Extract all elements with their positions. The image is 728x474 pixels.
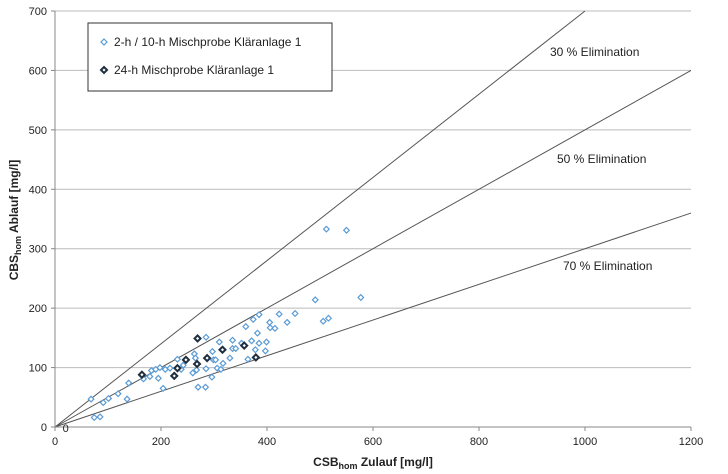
data-point (173, 363, 182, 373)
y-axis-label: CBShom Ablauf [mg/l] (7, 160, 23, 281)
data-point (146, 372, 154, 381)
x-tick-label: 600 (364, 436, 382, 448)
data-point (159, 384, 167, 393)
data-point (266, 324, 274, 332)
data-point (202, 353, 212, 363)
y-tick-label: 0 (41, 422, 47, 434)
data-point (319, 317, 327, 325)
x-tick-label: 200 (152, 436, 170, 448)
data-point (311, 296, 319, 304)
data-point (156, 363, 164, 372)
data-point (104, 394, 113, 403)
legend-label: 2-h / 10-h Mischprobe Kläranlage 1 (114, 35, 302, 49)
data-point (193, 334, 202, 343)
x-tick-label: 1000 (573, 436, 597, 448)
reference-line-label: 30 % Elimination (550, 45, 639, 59)
data-point (255, 311, 263, 319)
data-point (202, 333, 210, 341)
data-point (275, 310, 283, 318)
y-tick-label: 100 (29, 363, 47, 375)
data-point (291, 309, 299, 318)
data-point (191, 354, 200, 362)
annotation-label: 0 (63, 423, 69, 435)
data-point (169, 371, 179, 381)
data-point (322, 225, 331, 233)
data-point (192, 366, 201, 374)
data-point (213, 364, 221, 372)
x-axis-label: CSBhom Zulauf [mg/l] (313, 455, 433, 471)
x-tick-label: 800 (470, 436, 488, 448)
data-point (262, 338, 271, 346)
data-point (249, 315, 257, 324)
data-point (251, 353, 261, 362)
data-point (226, 354, 234, 362)
data-point (342, 226, 351, 234)
data-point (271, 324, 279, 332)
reference-line (54, 10, 586, 428)
data-point (87, 395, 95, 403)
data-point (247, 337, 256, 345)
data-point (228, 336, 237, 344)
data-point (218, 345, 227, 355)
legend: 2-h / 10-h Mischprobe Kläranlage 1 24-h M… (87, 22, 333, 92)
data-point (123, 395, 131, 403)
data-point (173, 355, 182, 363)
data-point (179, 361, 187, 369)
data-point (239, 341, 249, 350)
data-point (208, 373, 216, 381)
reference-line-label: 50 % Elimination (557, 152, 646, 166)
data-point (114, 390, 122, 398)
data-point (211, 356, 220, 364)
data-point (96, 413, 104, 421)
data-point (251, 346, 259, 354)
data-point (166, 364, 174, 372)
data-point (232, 344, 240, 353)
data-point (202, 365, 210, 373)
data-point (192, 359, 202, 369)
y-tick-label: 200 (29, 303, 47, 315)
data-point (189, 369, 197, 377)
y-tick-label: 700 (29, 6, 47, 18)
data-point (201, 383, 210, 391)
data-point (208, 347, 217, 356)
data-point (217, 365, 225, 374)
data-point (266, 318, 274, 327)
data-point (137, 370, 147, 380)
data-point (242, 322, 250, 331)
data-point (283, 318, 291, 327)
data-point (181, 355, 191, 365)
legend-marker (99, 65, 109, 75)
data-point (357, 293, 365, 302)
x-tick-label: 1200 (679, 436, 703, 448)
reference-line (54, 212, 692, 428)
y-tick-label: 400 (29, 184, 47, 196)
data-point (194, 383, 202, 391)
legend-box (87, 22, 333, 92)
data-point (324, 314, 333, 322)
data-point (219, 359, 227, 368)
y-tick-label: 300 (29, 244, 47, 256)
legend-marker (100, 38, 108, 46)
reference-line-label: 70 % Elimination (563, 259, 652, 273)
data-point (125, 379, 133, 387)
legend-label: 24-h Mischprobe Kläranlage 1 (114, 63, 274, 77)
data-point (244, 355, 252, 363)
data-point (253, 329, 262, 337)
data-point (90, 413, 98, 422)
data-point (99, 398, 107, 407)
x-tick-label: 400 (258, 436, 276, 448)
data-point (261, 347, 270, 355)
y-tick-label: 600 (29, 65, 47, 77)
data-point (154, 374, 162, 382)
data-point (215, 338, 223, 346)
x-tick-label: 0 (52, 436, 58, 448)
data-point (255, 339, 263, 347)
y-tick-label: 500 (29, 125, 47, 137)
